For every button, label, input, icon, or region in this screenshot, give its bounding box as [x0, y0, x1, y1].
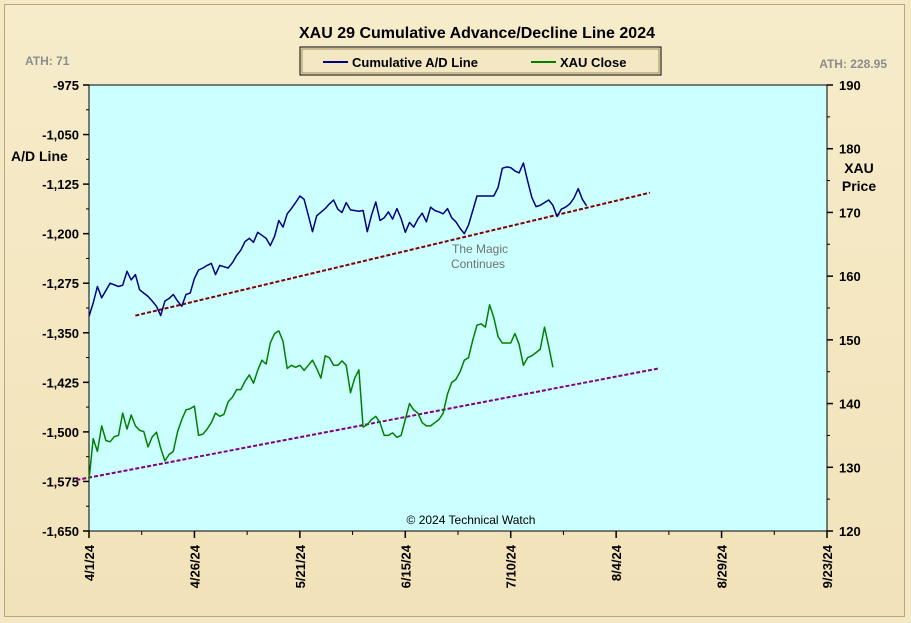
y-left-tick-label: -1,425 [42, 375, 79, 390]
plot-area [88, 84, 828, 532]
legend: Cumulative A/D Line XAU Close [299, 46, 662, 76]
legend-box [299, 46, 662, 76]
y-right-tick-label: 170 [839, 205, 861, 220]
y-right-tick-label: 140 [839, 397, 861, 412]
y-left-tick-label: -1,650 [42, 524, 79, 539]
ath-right: ATH: 228.95 [819, 57, 887, 71]
y-left-tick-label: -1,275 [42, 276, 79, 291]
legend-label-xau: XAU Close [560, 55, 626, 70]
y-left-tick-label: -1,200 [42, 227, 79, 242]
x-tick-label: 4/1/24 [82, 544, 97, 581]
series-line-ad [88, 162, 588, 317]
y-right-tick-label: 180 [839, 142, 861, 157]
chart-title: XAU 29 Cumulative Advance/Decline Line 2… [299, 25, 655, 42]
x-tick-label: 8/4/24 [609, 544, 624, 581]
axes: -975 -1,050 -1,125 -1,200 -1,275 -1,350 -1,425… [42, 78, 861, 588]
y-left-tick-label: -1,125 [42, 177, 79, 192]
x-tick-label: 8/29/24 [715, 544, 730, 588]
y-left-tick-label: -1,575 [42, 474, 79, 489]
y-right-tick-label: 130 [839, 460, 861, 475]
y-left-tick-label: -975 [53, 78, 79, 93]
y-axis-left-title: A/D Line [11, 148, 68, 164]
y-left-tick-label: -1,050 [42, 128, 79, 143]
y-right-tick-label: 160 [839, 269, 861, 284]
trendline-ad [135, 191, 651, 317]
series-line-xau [88, 304, 554, 481]
legend-label-ad: Cumulative A/D Line [352, 55, 478, 70]
y-right-tick-label: 150 [839, 333, 861, 348]
copyright: © 2024 Technical Watch [407, 513, 536, 527]
series-lines [88, 162, 588, 481]
ath-left: ATH: 71 [25, 54, 70, 68]
x-tick-label: 4/26/24 [187, 544, 202, 588]
y-axis-right-title-line2: Price [842, 178, 876, 194]
x-tick-label: 9/23/24 [820, 544, 835, 588]
annotation-line1: The Magic [452, 242, 508, 256]
y-left-tick-label: -1,500 [42, 425, 79, 440]
y-left-tick-label: -1,350 [42, 326, 79, 341]
annotation-line2: Continues [451, 257, 505, 271]
x-tick-label: 7/10/24 [504, 544, 519, 588]
y-right-tick-label: 120 [839, 524, 861, 539]
x-tick-label: 6/15/24 [398, 544, 413, 588]
y-right-tick-label: 190 [839, 78, 861, 93]
chart: XAU 29 Cumulative Advance/Decline Line 2… [11, 25, 887, 588]
y-axis-right-title-line1: XAU [844, 160, 874, 176]
chart-frame: XAU 29 Cumulative Advance/Decline Line 2… [4, 4, 905, 617]
x-tick-label: 5/21/24 [293, 544, 308, 588]
